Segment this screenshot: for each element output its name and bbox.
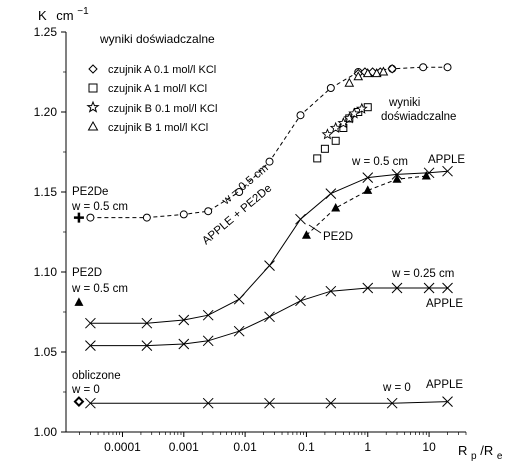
annotation-mid-apple: APPLE — [426, 298, 463, 310]
data-point — [75, 398, 83, 406]
series-4 — [302, 171, 431, 239]
data-point — [327, 85, 334, 92]
y-tick-label: 1.20 — [34, 105, 58, 119]
data-point — [266, 158, 273, 165]
data-point — [234, 294, 244, 304]
legend-square-marker — [89, 84, 97, 92]
x-ticks: 0.0001 0.001 0.01 0.1 1 10 — [80, 432, 466, 454]
data-point — [331, 123, 341, 132]
x-axis-title-sep: /R — [480, 443, 493, 458]
series-11 — [75, 398, 83, 406]
legend-entry-1: czujnik A 0.1 mol/l KCl — [108, 64, 216, 76]
annotation-pe2d-left-title: PE2D — [72, 267, 102, 279]
y-axis-title: K cm −1 — [38, 6, 89, 23]
data-point — [444, 64, 451, 71]
y-tick-label: 1.25 — [34, 25, 58, 39]
x-tick-label: 10 — [422, 440, 436, 454]
x-tick-label: 0.0001 — [104, 440, 141, 454]
y-tick-label: 1.00 — [34, 425, 58, 439]
data-point — [326, 189, 336, 199]
x-tick-label: 0.001 — [169, 440, 199, 454]
series-line — [306, 176, 426, 235]
annotation-top-apple: APPLE — [428, 154, 465, 166]
annotation-obliczone-w: w = 0 — [71, 384, 100, 396]
annotation-top-w: w = 0.5 cm — [351, 156, 408, 168]
x-axis-title-sub2: e — [497, 451, 503, 462]
data-point — [74, 213, 84, 223]
annotations: PE2De w = 0.5 cm PE2D w = 0.5 cm obliczo… — [71, 97, 465, 396]
legend-title: wyniki doświadczalne — [99, 32, 215, 46]
series-10 — [74, 297, 83, 306]
x-axis-title-sub1: p — [471, 451, 477, 462]
x-axis-title: R p /R e — [458, 443, 503, 462]
data-point — [87, 214, 94, 221]
data-point — [180, 211, 187, 218]
x-axis-title-r1: R — [458, 443, 467, 458]
annotation-bottom-apple: APPLE — [426, 379, 463, 391]
series-2 — [85, 283, 452, 351]
data-point — [295, 214, 305, 224]
data-point — [393, 174, 402, 183]
legend-entry-3: czujnik B 0.1 mol/l KCl — [108, 103, 217, 115]
series-9 — [74, 213, 84, 223]
data-point — [297, 112, 304, 119]
y-tick-label: 1.15 — [34, 185, 58, 199]
y-ticks: 1.00 1.05 1.10 1.15 1.20 1.25 — [34, 25, 66, 439]
series-3 — [85, 397, 452, 409]
data-point — [321, 145, 328, 152]
data-point — [420, 64, 427, 71]
data-point — [74, 297, 83, 306]
y-tick-label: 1.05 — [34, 345, 58, 359]
y-axis-title-main: K — [38, 8, 47, 23]
x-tick-label: 0.01 — [233, 440, 257, 454]
data-point — [265, 312, 275, 322]
data-point — [265, 261, 275, 271]
annotation-pe2de-w: w = 0.5 cm — [71, 201, 128, 213]
annotation-bottom-w: w = 0 — [382, 382, 411, 394]
annotation-pe2d-curve: PE2D — [323, 231, 353, 243]
y-axis-title-exponent: −1 — [77, 6, 89, 17]
x-tick-label: 0.1 — [298, 440, 315, 454]
data-point — [295, 296, 305, 306]
y-axis-title-unit: cm — [56, 8, 73, 23]
annotation-mid-w: w = 0.25 cm — [391, 268, 454, 280]
data-point — [314, 155, 321, 162]
data-point — [345, 79, 353, 87]
series-7 — [323, 104, 367, 139]
legend-entry-4: czujnik B 1 mol/l KCl — [108, 122, 208, 134]
legend-diamond-marker — [89, 65, 97, 73]
data-point — [143, 214, 150, 221]
x-tick-label: 1 — [364, 440, 371, 454]
legend: wyniki doświadczalne czujnik A 0.1 mol/l… — [88, 32, 218, 134]
data-point — [331, 203, 340, 212]
y-tick-label: 1.10 — [34, 265, 58, 279]
data-point — [203, 310, 213, 320]
data-point — [323, 129, 333, 138]
annotation-pe2d-left-w: w = 0.5 cm — [71, 283, 128, 295]
legend-star-marker — [88, 102, 98, 112]
data-point — [302, 230, 311, 239]
pe2d-leader-line — [309, 225, 321, 233]
annotation-wyniki-line2: doświadczalne — [381, 111, 456, 123]
legend-triangle-marker — [89, 122, 98, 130]
data-point — [205, 208, 212, 215]
annotation-wyniki-line1: wyniki — [388, 97, 420, 109]
data-point — [332, 137, 339, 144]
legend-entry-2: czujnik A 1 mol/l KCl — [108, 83, 207, 95]
annotation-pe2de-title: PE2De — [72, 186, 108, 198]
data-point — [234, 326, 244, 336]
annotation-obliczone: obliczone — [72, 370, 121, 382]
